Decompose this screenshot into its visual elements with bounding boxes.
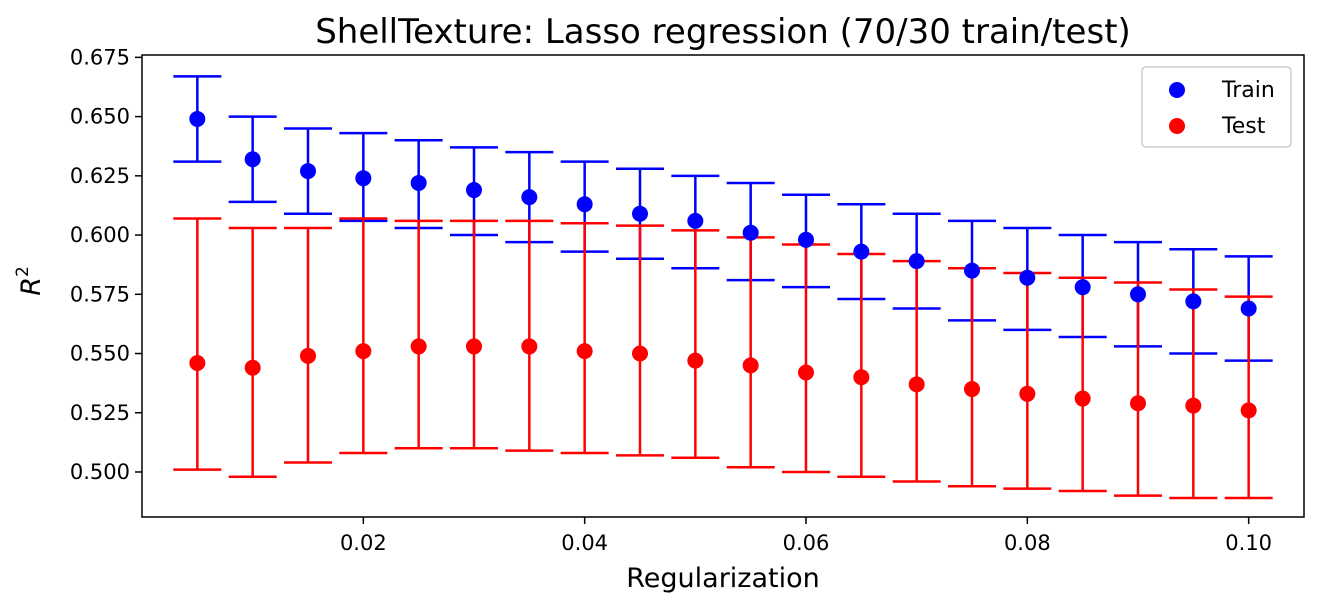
test-point-6 (521, 338, 538, 355)
plot-area (173, 75, 1273, 500)
y-tick-label-0: 0.500 (70, 460, 130, 484)
train-point-17 (1130, 286, 1146, 303)
train-point-5 (466, 182, 482, 199)
train-point-11 (798, 231, 814, 248)
train-point-14 (964, 262, 980, 279)
test-point-3 (355, 343, 372, 360)
test-point-14 (964, 381, 980, 398)
chart-title: ShellTexture: Lasso regression (70/30 tr… (315, 12, 1131, 52)
test-point-4 (410, 338, 427, 355)
y-axis-label-base: R (16, 277, 47, 296)
train-point-0 (189, 110, 206, 127)
y-axis-label: R2 (13, 266, 47, 296)
train-point-10 (742, 224, 759, 241)
x-axis-label: Regularization (626, 563, 820, 594)
y-tick-label-6: 0.650 (70, 105, 130, 129)
train-point-8 (632, 205, 648, 222)
train-point-9 (687, 212, 704, 229)
train-point-3 (355, 170, 372, 187)
test-point-16 (1074, 390, 1091, 407)
test-point-0 (189, 355, 206, 371)
axes-frame (141, 54, 1305, 518)
x-tick-label-3: 0.08 (1004, 531, 1051, 555)
train-point-19 (1240, 300, 1257, 317)
test-point-5 (466, 338, 482, 355)
x-tick-label-4: 0.10 (1225, 531, 1272, 555)
legend-marker-test (1169, 118, 1185, 134)
test-point-17 (1130, 395, 1146, 412)
y-axis-label-superscript: 2 (13, 266, 33, 277)
test-point-12 (853, 369, 870, 386)
train-point-12 (853, 243, 870, 260)
y-tick-label-1: 0.525 (70, 401, 130, 425)
test-point-15 (1019, 385, 1036, 402)
train-point-4 (410, 174, 427, 191)
train-point-16 (1074, 279, 1091, 296)
y-tick-label-7: 0.675 (70, 45, 130, 69)
test-point-13 (908, 376, 925, 393)
svg-text:R2: R2 (13, 266, 47, 296)
train-point-18 (1185, 293, 1202, 310)
test-point-2 (300, 347, 316, 364)
train-point-2 (300, 163, 316, 180)
test-point-10 (742, 357, 759, 374)
train-point-13 (908, 253, 925, 270)
x-tick-label-2: 0.06 (783, 531, 830, 555)
y-tick-label-4: 0.600 (70, 223, 130, 247)
train-point-15 (1019, 269, 1036, 286)
legend-marker-train (1169, 82, 1185, 98)
axis-ticks: 0.02 0.04 0.06 0.08 0.10 0.500 0.525 0.550 0.575… (70, 45, 1305, 555)
train-point-6 (521, 189, 538, 206)
x-tick-label-1: 0.04 (561, 531, 608, 555)
test-point-11 (798, 364, 814, 381)
y-tick-label-5: 0.625 (70, 164, 130, 188)
y-tick-label-3: 0.575 (70, 282, 130, 306)
test-point-1 (244, 359, 261, 376)
train-point-7 (576, 196, 593, 213)
legend-label-train: Train (1221, 78, 1275, 103)
test-point-19 (1240, 402, 1257, 419)
x-tick-label-0: 0.02 (340, 531, 387, 555)
train-point-1 (244, 151, 261, 168)
legend: Train Test (1141, 66, 1292, 148)
test-point-18 (1185, 397, 1202, 414)
test-point-7 (576, 343, 593, 360)
test-point-8 (632, 345, 648, 362)
y-tick-label-2: 0.550 (70, 342, 130, 366)
test-point-9 (687, 352, 704, 369)
legend-label-test: Test (1221, 114, 1266, 139)
